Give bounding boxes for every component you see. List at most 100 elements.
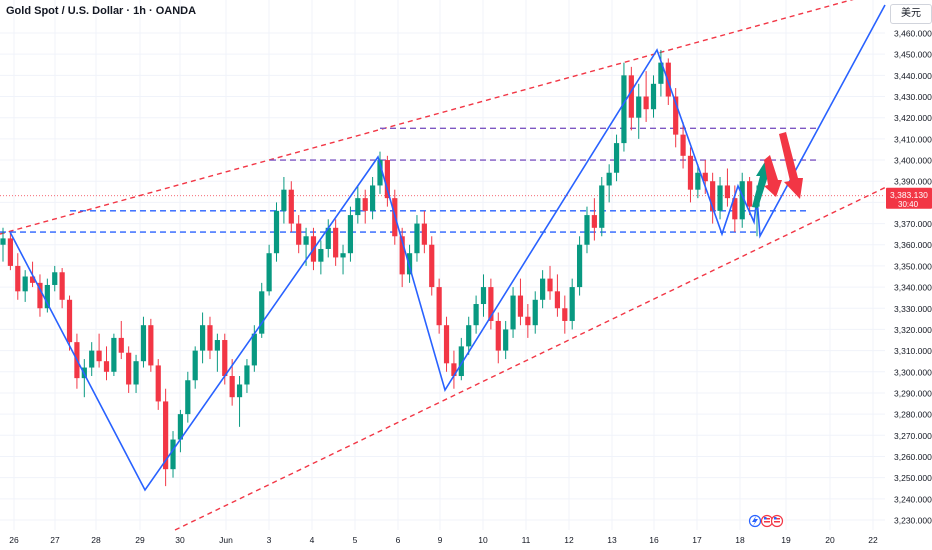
flag-canton	[774, 517, 777, 520]
candle-bull	[606, 172, 612, 186]
candle-bull	[377, 160, 383, 186]
y-tick-label: 3,240.000	[894, 494, 932, 504]
flag-stripe	[764, 521, 770, 523]
candle-bear	[96, 350, 102, 362]
y-tick-label: 3,420.000	[894, 113, 932, 123]
candle-bear	[591, 215, 597, 228]
candle-bull	[599, 185, 605, 228]
candle-bull	[52, 272, 58, 285]
y-tick-label: 3,430.000	[894, 92, 932, 102]
price-tag-value: 3,383.130	[890, 190, 928, 200]
y-tick-label: 3,360.000	[894, 240, 932, 250]
candle-bear	[66, 299, 73, 343]
price-tag-box	[886, 187, 932, 209]
candle-bear	[495, 320, 501, 351]
x-tick-label: 30	[175, 535, 185, 545]
x-tick-label: 27	[50, 535, 60, 545]
candle-bear	[451, 363, 457, 377]
candle-bear	[643, 96, 649, 110]
candle-bull	[259, 291, 265, 334]
candle-bear	[554, 291, 561, 309]
candle-bull	[621, 75, 627, 144]
forecast-arrow-down	[764, 155, 782, 197]
candle-bull	[370, 185, 376, 211]
candle-bull	[717, 185, 723, 211]
candle-bull	[466, 325, 472, 347]
forecast-arrow-down	[779, 132, 803, 199]
candle-bear	[15, 265, 21, 292]
candle-bull	[650, 83, 657, 110]
candle-bull	[22, 276, 28, 292]
candle-bull	[266, 253, 272, 292]
candle-bull	[170, 439, 176, 470]
x-tick-label: 22	[868, 535, 878, 545]
x-tick-label: 28	[91, 535, 101, 545]
x-tick-label: 3	[267, 535, 272, 545]
candle-bull	[480, 287, 487, 305]
x-tick-label: 17	[692, 535, 702, 545]
candle-bull	[569, 287, 575, 321]
candle-bear	[710, 181, 716, 211]
candle-bull	[192, 350, 198, 381]
y-tick-label: 3,230.000	[894, 516, 932, 526]
candle-bull	[695, 172, 701, 190]
candle-bull	[658, 62, 664, 84]
candle-bull	[576, 244, 583, 288]
x-tick-label: 4	[310, 535, 315, 545]
y-tick-label: 3,280.000	[894, 410, 932, 420]
candle-bear	[732, 198, 738, 220]
candle-bull	[303, 236, 309, 245]
candle-bull	[89, 350, 95, 368]
candle-bull	[510, 295, 516, 330]
x-tick-label: 29	[135, 535, 145, 545]
candle-bull	[739, 181, 745, 220]
candle-bear	[333, 227, 339, 258]
candle-bear	[488, 287, 494, 321]
y-tick-label: 3,350.000	[894, 261, 932, 271]
candle-bull	[532, 299, 538, 326]
candle-bear	[517, 295, 524, 317]
candle-bear	[148, 325, 154, 366]
x-tick-label: 10	[478, 535, 488, 545]
candle-bull	[406, 253, 413, 275]
y-tick-label: 3,310.000	[894, 346, 932, 356]
flag-stripe	[764, 518, 770, 520]
x-tick-label: 6	[396, 535, 401, 545]
candle-bear	[547, 278, 553, 292]
candle-bull	[244, 365, 250, 385]
candle-bear	[29, 276, 36, 283]
candle-bear	[724, 185, 731, 199]
candle-bull	[111, 337, 117, 372]
y-tick-label: 3,410.000	[894, 134, 932, 144]
candle-bear	[118, 337, 124, 353]
y-tick-label: 3,330.000	[894, 304, 932, 314]
candle-bear	[443, 325, 450, 364]
candle-bear	[562, 308, 568, 321]
candle-bear	[525, 316, 531, 326]
symbol-title: Gold Spot / U.S. Dollar · 1h · OANDA	[6, 5, 197, 17]
candle-bear	[362, 198, 368, 211]
lightning-icon	[752, 516, 758, 526]
candle-bear	[436, 287, 442, 326]
candle-bear	[421, 223, 427, 245]
candle-bear	[229, 376, 235, 398]
wave-pattern-line	[9, 4, 886, 492]
y-tick-label: 3,270.000	[894, 431, 932, 441]
currency-button[interactable]: 美元	[890, 4, 932, 24]
y-tick-label: 3,250.000	[894, 473, 932, 483]
candle-bull	[273, 210, 280, 254]
candle-bear	[296, 223, 302, 245]
x-tick-label: 26	[9, 535, 19, 545]
x-tick-label: 18	[735, 535, 745, 545]
candle-bull	[236, 384, 243, 398]
x-tick-label: 12	[564, 535, 574, 545]
candle-bear	[687, 155, 694, 190]
candle-bull	[177, 414, 184, 440]
x-tick-label: 20	[825, 535, 835, 545]
candle-bull	[636, 96, 642, 118]
channel-lower-line	[174, 186, 886, 531]
candle-bull	[584, 215, 590, 245]
x-tick-label: 19	[781, 535, 791, 545]
